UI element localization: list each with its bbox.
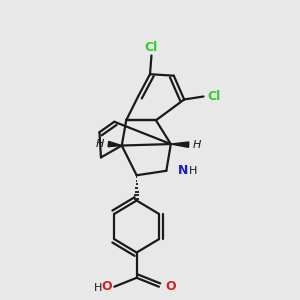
Text: H: H xyxy=(95,139,104,149)
Text: Cl: Cl xyxy=(145,41,158,54)
Text: O: O xyxy=(102,280,112,293)
Text: N: N xyxy=(178,164,188,177)
Polygon shape xyxy=(108,141,122,147)
Text: O: O xyxy=(165,280,175,293)
Polygon shape xyxy=(171,142,189,147)
Text: H: H xyxy=(189,166,197,176)
Text: Cl: Cl xyxy=(207,90,220,103)
Text: H: H xyxy=(193,140,201,150)
Text: H: H xyxy=(94,283,102,293)
